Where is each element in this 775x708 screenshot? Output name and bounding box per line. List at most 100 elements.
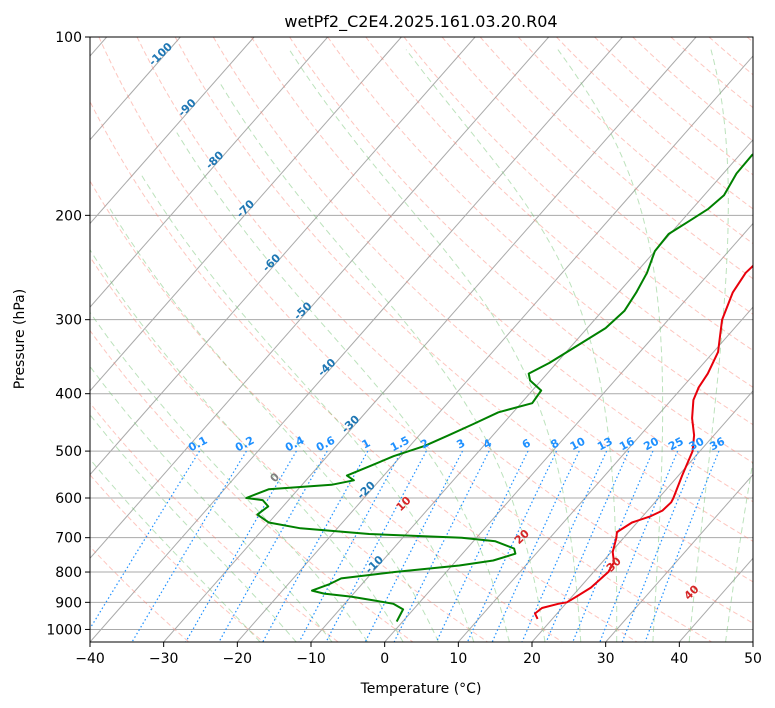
x-tick-label: −40 — [75, 651, 105, 667]
isotherm-line — [384, 222, 753, 642]
mixing-ratio-label: 4 — [481, 436, 494, 451]
y-tick-label: 400 — [55, 387, 82, 403]
isotherm-line — [605, 473, 753, 642]
isotherm-label: -30 — [339, 412, 363, 435]
dry-adiabat-line — [90, 402, 339, 642]
temperature-profile-line — [534, 264, 753, 620]
mixing-ratio-line — [393, 450, 490, 642]
dry-adiabat-line — [90, 474, 264, 642]
isotherm-label: -70 — [234, 197, 258, 220]
y-tick-label: 100 — [55, 30, 82, 46]
dry-adiabat-line — [746, 37, 753, 43]
isotherm-line — [531, 390, 753, 642]
x-tick-label: 0 — [380, 651, 389, 667]
dry-adiabat-line — [212, 37, 753, 542]
dry-adiabat-line — [90, 329, 414, 642]
isotherm-label: -40 — [315, 356, 339, 379]
isotherm-line — [678, 557, 753, 642]
dry-adiabat-line — [556, 37, 753, 210]
plot-frame — [89, 36, 754, 643]
mixing-ratio-label: 6 — [520, 436, 533, 451]
moist-adiabat-line — [688, 49, 729, 642]
isotherm-line — [90, 37, 181, 141]
dry-adiabat-line — [403, 37, 753, 352]
mixing-ratio-line — [644, 450, 720, 642]
x-axis-title: Temperature (°C) — [360, 681, 482, 697]
moist-adiabat-line — [90, 365, 333, 642]
dry-adiabat-line — [594, 37, 753, 176]
y-tick-label: 700 — [55, 531, 82, 547]
y-tick-label: 200 — [55, 208, 82, 224]
dry-adiabat-line — [289, 37, 753, 464]
y-tick-label: 1000 — [46, 622, 82, 638]
dry-adiabat-line — [365, 37, 753, 388]
line-labels: -100-90-80-70-60-50-40-30-20-100.1 0.2 0.4… — [146, 40, 727, 603]
moist-adiabat-line — [725, 458, 753, 642]
isotherm-label: -80 — [203, 148, 227, 171]
dry-adiabat-line — [632, 37, 753, 142]
mixing-ratio-label: 20 — [641, 435, 661, 454]
dry-adiabat-line — [479, 37, 753, 280]
isotherm-line — [90, 37, 402, 392]
mixing-ratio-line — [466, 450, 558, 642]
isotherm-label: -50 — [291, 299, 315, 322]
moist-adiabat-line — [176, 132, 510, 642]
moist-adiabat-line — [90, 414, 297, 642]
mixing-ratio-label: 30 — [687, 435, 707, 454]
isotherm-line — [163, 37, 697, 642]
isotherm-label: -100 — [146, 40, 175, 69]
isotherm-line — [457, 306, 753, 642]
moist-adiabat-label: 20 — [512, 527, 532, 547]
moist-adiabat-line — [90, 248, 404, 642]
x-tick-label: 20 — [523, 651, 541, 667]
isotherm-line — [90, 37, 476, 476]
mixing-ratio-line — [131, 450, 247, 642]
y-tick-label: 600 — [55, 491, 82, 507]
moist-adiabat-line — [557, 49, 664, 642]
mixing-ratio-line — [435, 450, 529, 642]
mixing-ratio-label: 10 — [568, 434, 588, 453]
mixing-ratio-line — [545, 450, 630, 642]
x-axis: −40 −30 −20 −10 0 10 20 30 40 50 — [75, 642, 762, 667]
mixing-ratio-label: 36 — [707, 435, 727, 454]
x-tick-label: −30 — [149, 651, 179, 667]
mixing-ratio-line — [521, 450, 608, 642]
moist-adiabat-line — [140, 173, 475, 642]
dry-adiabat-line — [250, 37, 753, 503]
y-tick-label: 300 — [55, 313, 82, 329]
moist-adiabat-line — [405, 49, 618, 642]
dry-adiabat-line — [327, 37, 753, 426]
dry-adiabat-line — [90, 100, 638, 642]
dry-adiabat-line — [517, 37, 753, 245]
chart-title: wetPf2_C2E4.2025.161.03.20.R04 — [284, 12, 557, 32]
y-axis: 100 200 300 400 500 600 700 800 900 1000 — [46, 30, 90, 638]
dry-adiabat-line — [670, 37, 753, 109]
mixing-ratio-line — [491, 450, 580, 642]
x-tick-label: −20 — [223, 651, 253, 667]
dewpoint-profile-line — [245, 153, 753, 623]
dry-adiabat-line — [136, 37, 753, 624]
isotherm-line — [752, 641, 753, 642]
isotherm-line — [90, 37, 550, 560]
moist-adiabat-line — [109, 208, 439, 642]
dry-adiabat-line — [90, 256, 488, 642]
moist-adiabat-label: 10 — [394, 494, 414, 514]
dry-adiabat-line — [441, 37, 753, 315]
isotherm-line — [236, 55, 753, 642]
dry-adiabat-line — [90, 545, 190, 642]
moist-adiabat-line — [220, 83, 546, 642]
mixing-ratio-label: 16 — [617, 435, 637, 454]
mixing-ratio-line — [325, 450, 427, 642]
moist-adiabat-label: 40 — [682, 582, 702, 602]
isotherm-label: -90 — [175, 96, 199, 119]
x-tick-label: 50 — [744, 651, 762, 667]
isotherm-line — [90, 37, 329, 308]
x-tick-label: 30 — [597, 651, 615, 667]
y-axis-title: Pressure (hPa) — [12, 289, 28, 389]
mixing-ratio-line — [262, 450, 369, 642]
y-tick-label: 800 — [55, 565, 82, 581]
y-tick-label: 500 — [55, 444, 82, 460]
isotherm-line — [310, 138, 753, 642]
x-tick-label: 40 — [670, 651, 688, 667]
